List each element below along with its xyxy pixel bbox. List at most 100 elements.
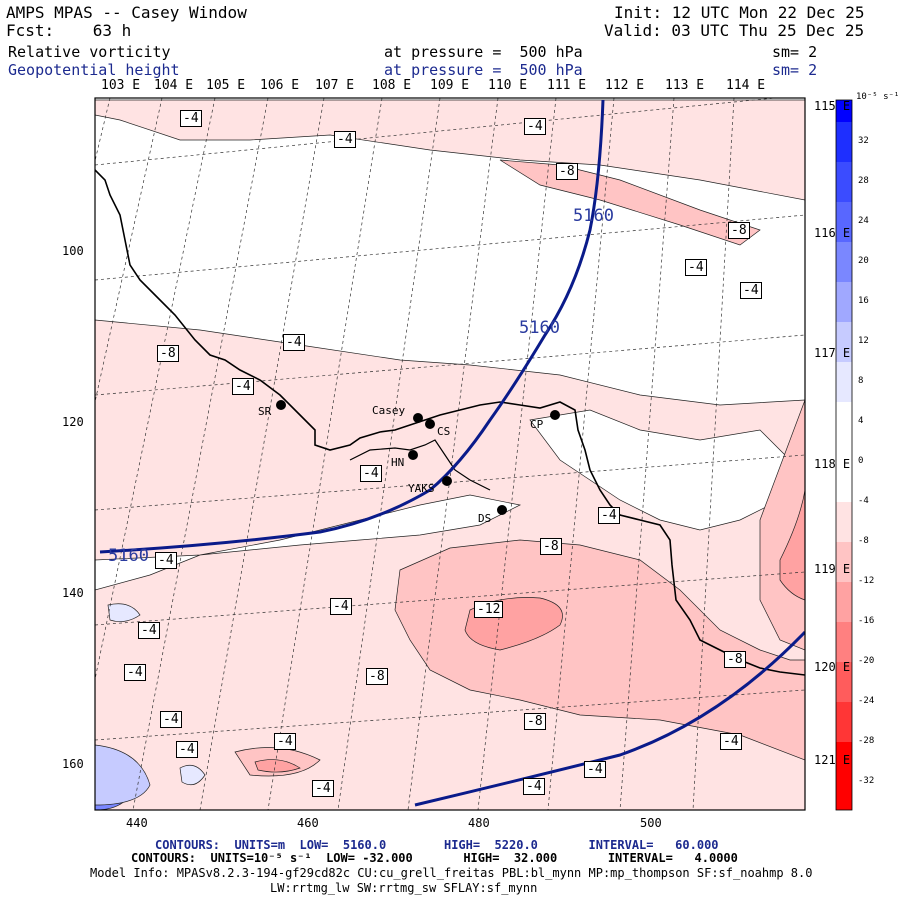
vorticity-contour-label: -8: [157, 345, 179, 362]
colorbar-tick: -8: [858, 536, 869, 546]
init-time: Init: 12 UTC Mon 22 Dec 25: [614, 3, 865, 22]
forecast-hour: Fcst: 63 h: [6, 21, 132, 40]
lon-label: 114 E: [726, 78, 766, 93]
vorticity-contour-label: -4: [584, 761, 606, 778]
lat-label: 115 E: [814, 99, 851, 113]
lon-label: 105 E: [206, 78, 246, 93]
height-contours: [99, 99, 805, 807]
vorticity-contour-label: -4: [124, 664, 146, 681]
station-markers: [276, 400, 560, 515]
lat-label: 119 E: [814, 562, 851, 576]
vorticity-contour-label: -4: [740, 282, 762, 299]
x-tick-label: 460: [297, 816, 319, 830]
height-contour-label: 5160: [519, 318, 560, 338]
lon-label: 107 E: [315, 78, 355, 93]
lat-label: 118 E: [814, 457, 851, 471]
height-contour-label: 5160: [573, 206, 614, 226]
coastline: [95, 169, 805, 676]
vorticity-contour-label: -8: [366, 668, 388, 685]
vorticity-contour-label: -4: [330, 598, 352, 615]
y-tick-label: 140: [62, 586, 84, 600]
lon-label: 112 E: [605, 78, 645, 93]
colorbar-tick: -16: [858, 616, 875, 626]
field2-smoothing: sm= 2: [772, 61, 818, 79]
vorticity-contour-label: -8: [724, 651, 746, 668]
colorbar-tick: 4: [858, 416, 864, 426]
vorticity-fill-strong: [779, 489, 805, 601]
station-label: YAKS: [408, 482, 435, 495]
lon-label: 108 E: [372, 78, 412, 93]
y-tick-label: 100: [62, 244, 84, 258]
vorticity-contour-label: -4: [180, 110, 202, 127]
vorticity-contour-label: -4: [138, 622, 160, 639]
coastline: [349, 439, 491, 491]
vorticity-contour-label: -4: [274, 733, 296, 750]
vorticity-contour-label: -8: [524, 713, 546, 730]
field2-level: at pressure = 500 hPa: [384, 61, 583, 79]
x-tick-label: 480: [468, 816, 490, 830]
station-label: SR: [258, 405, 272, 418]
vorticity-contour-label: -4: [720, 733, 742, 750]
lat-label: 121 E: [814, 753, 851, 767]
vorticity-contour-label: -4: [523, 778, 545, 795]
colorbar-tick: 12: [858, 336, 869, 346]
model-info: Model Info: MPASv8.2.3-194-gf29cd82c CU:…: [90, 866, 813, 880]
colorbar-tick: 32: [858, 136, 869, 146]
vorticity-contour-label: -4: [598, 507, 620, 524]
vorticity-fill-medium: [499, 159, 761, 246]
vorticity-contour-label: -4: [312, 780, 334, 797]
station-label: HN: [391, 456, 405, 469]
lat-label: 120 E: [814, 660, 851, 674]
vorticity-fill-white-hole: [529, 409, 791, 531]
field1-name: Relative vorticity: [8, 43, 171, 61]
vorticity-contour-info: CONTOURS: UNITS=10⁻⁵ s⁻¹ LOW= -32.000 HI…: [131, 851, 738, 865]
vorticity-contour-label: -4: [685, 259, 707, 276]
vorticity-contour-label: -4: [283, 334, 305, 351]
colorbar-tick: -20: [858, 656, 875, 666]
colorbar: [835, 99, 853, 811]
field2-name: Geopotential height: [8, 61, 180, 79]
colorbar-tick: 16: [858, 296, 869, 306]
vorticity-contour-label: -4: [334, 131, 356, 148]
station-label: Casey: [372, 404, 406, 417]
plot-title: AMPS MPAS -- Casey Window: [6, 3, 247, 22]
station-label: CS: [437, 425, 451, 438]
colorbar-tick: -4: [858, 496, 869, 506]
vorticity-fill-light: [95, 99, 805, 201]
x-tick-label: 500: [640, 816, 662, 830]
vorticity-contour-label: -8: [540, 538, 562, 555]
vorticity-contour-label: -4: [160, 711, 182, 728]
vorticity-fill-positive: [179, 764, 206, 786]
lon-label: 109 E: [430, 78, 470, 93]
lat-label: 116 E: [814, 226, 851, 240]
y-tick-label: 120: [62, 415, 84, 429]
vorticity-fill-positive: [107, 603, 141, 622]
lat-label: 117 E: [814, 346, 851, 360]
colorbar-tick: 0: [858, 456, 864, 466]
y-tick-label: 160: [62, 757, 84, 771]
colorbar-tick: -12: [858, 576, 875, 586]
field1-smoothing: sm= 2: [772, 43, 818, 61]
vorticity-contour-label: -4: [176, 741, 198, 758]
vorticity-fill-strong: [254, 759, 301, 773]
vorticity-contour-label: -4: [524, 118, 546, 135]
colorbar-tick: -24: [858, 696, 875, 706]
vorticity-fill-positive: [95, 744, 151, 806]
lon-label: 113 E: [665, 78, 705, 93]
vorticity-contour-label: -4: [232, 378, 254, 395]
lon-label: 104 E: [154, 78, 194, 93]
colorbar-tick: 28: [858, 176, 869, 186]
colorbar-tick: 8: [858, 376, 864, 386]
lon-label: 103 E: [101, 78, 141, 93]
field1-level: at pressure = 500 hPa: [384, 43, 583, 61]
colorbar-tick: 20: [858, 256, 869, 266]
x-tick-label: 440: [126, 816, 148, 830]
colorbar-tick: 24: [858, 216, 869, 226]
vorticity-contour-label: -8: [728, 222, 750, 239]
valid-time: Valid: 03 UTC Thu 25 Dec 25: [604, 21, 865, 40]
lon-label: 111 E: [547, 78, 587, 93]
vorticity-contour-label: -12: [474, 601, 504, 618]
vorticity-contour-label: -4: [155, 552, 177, 569]
colorbar-unit: 10⁻⁵ s⁻¹: [856, 92, 900, 102]
